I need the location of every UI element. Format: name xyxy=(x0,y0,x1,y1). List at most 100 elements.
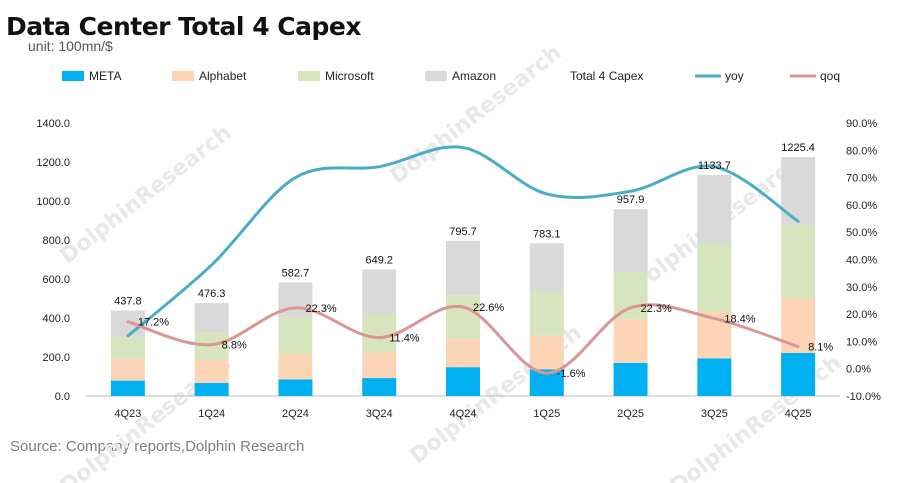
x-tick-label: 3Q24 xyxy=(366,408,393,420)
watermark-text: DolphinResearch xyxy=(386,40,567,189)
bar-microsoft xyxy=(446,295,480,340)
bar-amazon xyxy=(529,243,564,292)
bar-alphabet xyxy=(529,335,564,370)
x-tick-label: 2Q25 xyxy=(617,408,644,420)
legend-label: qoq xyxy=(820,69,840,83)
line-yoy xyxy=(126,145,800,338)
labels-layer: 17.2% 8.8% 22.3% 11.4% 22.6% -1.6% 22.3% 18.4% 8… xyxy=(114,142,833,380)
y-tick-label: 200.0 xyxy=(42,352,70,364)
bar-meta xyxy=(613,362,648,396)
bar-meta xyxy=(362,378,397,396)
y2-tick-label: -10.0% xyxy=(846,391,881,403)
legend-label: yoy xyxy=(725,69,744,83)
y2-tick-label: 80.0% xyxy=(846,145,877,157)
x-tick-label: 1Q25 xyxy=(533,408,560,420)
bar-meta xyxy=(781,352,816,396)
bar-microsoft xyxy=(613,271,648,320)
bar-meta xyxy=(110,380,145,396)
bar-meta xyxy=(446,367,480,396)
x-tick-label: 1Q24 xyxy=(198,408,225,420)
bar-alphabet xyxy=(278,353,313,380)
legend-swatch-meta xyxy=(62,71,84,81)
qoq-data-label: 22.6% xyxy=(473,302,504,314)
bar-amazon xyxy=(613,209,648,272)
total-data-label: 437.8 xyxy=(114,296,142,308)
bar-meta xyxy=(278,379,313,396)
y-tick-label: 600.0 xyxy=(42,274,70,286)
bar-microsoft xyxy=(529,291,564,336)
qoq-data-label: 17.2% xyxy=(138,317,169,329)
legend-label: Alphabet xyxy=(199,69,247,83)
total-data-label: 649.2 xyxy=(365,254,393,266)
bar-meta xyxy=(697,358,732,396)
legend-label: Amazon xyxy=(452,69,496,83)
source-note: Source: Company reports,Dolphin Research xyxy=(10,438,305,455)
y-tick-label: 1000.0 xyxy=(36,196,70,208)
total-data-label: 795.7 xyxy=(449,226,477,238)
y-tick-label: 400.0 xyxy=(42,313,70,325)
legend-label: Total 4 Capex xyxy=(570,69,643,83)
qoq-data-label: 8.1% xyxy=(808,342,833,354)
x-tick-label: 4Q24 xyxy=(450,408,477,420)
bar-amazon xyxy=(194,303,229,333)
bar-amazon xyxy=(362,269,397,314)
y-tick-label: 1200.0 xyxy=(36,157,70,169)
qoq-data-label: 18.4% xyxy=(724,313,755,325)
bar-microsoft xyxy=(278,316,313,354)
y2-tick-label: 30.0% xyxy=(846,282,877,294)
y2-tick-label: 0.0% xyxy=(846,364,871,376)
bar-alphabet xyxy=(446,339,480,368)
legend-swatch-microsoft xyxy=(298,71,320,81)
bar-microsoft xyxy=(697,243,732,312)
bar-alphabet xyxy=(110,359,145,381)
x-tick-label: 4Q23 xyxy=(114,408,141,420)
bar-alphabet xyxy=(194,359,229,383)
watermark-text: DolphinResearch xyxy=(666,350,847,483)
y-tick-label: 800.0 xyxy=(42,235,70,247)
y2-tick-label: 50.0% xyxy=(846,227,877,239)
watermark-text: DolphinResearch xyxy=(56,120,237,269)
bar-alphabet xyxy=(362,352,397,379)
unit-label: unit: 100mn/$ xyxy=(28,38,113,54)
x-tick-label: 2Q24 xyxy=(282,408,309,420)
total-data-label: 582.7 xyxy=(282,267,310,279)
qoq-data-label: 22.3% xyxy=(641,303,672,315)
y2-tick-label: 20.0% xyxy=(846,309,877,321)
qoq-data-label: -1.6% xyxy=(557,368,586,380)
legend: META Alphabet Microsoft Amazon Total 4 Capex… xyxy=(62,69,840,83)
bars-layer xyxy=(110,157,816,396)
bar-amazon xyxy=(781,157,816,226)
bar-microsoft xyxy=(110,336,145,360)
bar-amazon xyxy=(110,310,145,337)
y-tick-label: 1400.0 xyxy=(36,118,70,130)
qoq-data-label: 8.8% xyxy=(222,340,247,352)
chart-title: Data Center Total 4 Capex xyxy=(6,12,361,41)
y-tick-label: 0.0 xyxy=(55,391,70,403)
y2-tick-label: 10.0% xyxy=(846,336,877,348)
legend-swatch-alphabet xyxy=(172,71,194,81)
bar-amazon xyxy=(446,240,480,296)
total-data-label: 1225.4 xyxy=(781,142,815,154)
legend-label: Microsoft xyxy=(325,69,374,83)
qoq-data-label: 22.3% xyxy=(305,303,336,315)
x-tick-label: 3Q25 xyxy=(701,408,728,420)
y2-tick-label: 90.0% xyxy=(846,118,877,130)
total-data-label: 957.9 xyxy=(617,194,645,206)
qoq-data-label: 11.4% xyxy=(389,333,420,345)
line-qoq xyxy=(126,303,800,375)
bar-microsoft xyxy=(781,225,816,299)
bar-meta xyxy=(194,382,229,396)
lines-layer xyxy=(126,145,800,375)
total-data-label: 783.1 xyxy=(533,228,561,240)
bar-amazon xyxy=(697,174,732,244)
y2-tick-label: 70.0% xyxy=(846,173,877,185)
legend-swatch-amazon xyxy=(425,71,447,81)
legend-label: META xyxy=(89,69,121,83)
x-tick-label: 4Q25 xyxy=(785,408,812,420)
total-data-label: 1133.7 xyxy=(698,160,731,172)
bar-microsoft xyxy=(362,313,397,353)
bar-alphabet xyxy=(613,319,648,363)
y2-tick-label: 40.0% xyxy=(846,255,877,267)
total-data-label: 476.3 xyxy=(198,288,226,300)
